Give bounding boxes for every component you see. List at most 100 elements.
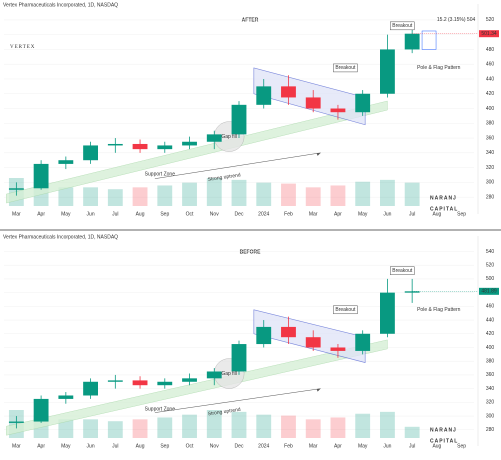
candle-body [8, 188, 24, 190]
y-tick-label: 400 [486, 345, 495, 351]
candle-body [231, 104, 247, 135]
y-tick-label: 520 [486, 17, 495, 23]
x-tick-label: May [61, 211, 71, 217]
watermark: NARANJ [430, 427, 457, 433]
x-tick-label: Sep [457, 211, 466, 217]
candle-body [132, 143, 148, 150]
annotation: Breakout [335, 307, 356, 313]
candle-body [33, 163, 49, 189]
candle-body [256, 326, 272, 345]
y-tick-label: 280 [486, 194, 495, 200]
y-tick-label: 380 [486, 121, 495, 127]
annotation: Strong uptrend [207, 172, 241, 183]
chart-header: Vertex Pharmaceuticals Incorporated, 1D,… [3, 234, 118, 240]
annotation-box [390, 266, 415, 275]
candle-body [231, 344, 247, 372]
candle-body [33, 398, 49, 422]
logo: VERTEX [10, 45, 35, 50]
volume-bar [256, 414, 272, 438]
x-tick-label: Sep [160, 443, 169, 449]
y-tick-label: 360 [486, 372, 495, 378]
x-tick-label: Apr [37, 211, 45, 217]
y-tick-label: 440 [486, 317, 495, 323]
volume-bar [256, 182, 272, 206]
x-tick-label: Jul [112, 211, 118, 217]
y-tick-label: 520 [486, 263, 495, 269]
support-zone [6, 100, 388, 204]
x-tick-label: Oct [186, 443, 194, 449]
x-tick-label: Apr [334, 211, 342, 217]
y-tick-label: 280 [486, 427, 495, 433]
candle-body [182, 141, 197, 146]
candle-body [380, 49, 395, 94]
volume-bar [182, 182, 197, 206]
volume-bar [206, 410, 222, 438]
x-tick-label: Apr [37, 443, 45, 449]
x-tick-label: Aug [136, 443, 145, 449]
uptrend-arrow [154, 388, 321, 413]
y-tick-label: 320 [486, 165, 495, 171]
volume-bar [231, 411, 247, 438]
x-tick-label: Apr [334, 443, 342, 449]
last-price-tag [479, 287, 499, 295]
y-tick-label: 340 [486, 150, 495, 156]
candle-body [58, 160, 74, 164]
candle-body [256, 86, 272, 105]
volume-bar [404, 426, 420, 438]
candle-body [132, 380, 148, 386]
candle-body [355, 93, 371, 113]
annotation: Gap fill [221, 371, 237, 377]
arrow-head [316, 152, 321, 156]
candle-body [157, 145, 173, 150]
volume-bar [330, 417, 346, 438]
x-tick-label: May [358, 211, 368, 217]
volume-bar [107, 189, 123, 206]
volume-bar [132, 187, 148, 206]
y-tick-label: 420 [486, 91, 495, 97]
x-tick-label: Sep [160, 211, 169, 217]
x-tick-label: Nov [210, 211, 219, 217]
y-tick-label: 420 [486, 331, 495, 337]
watermark: CAPITAL [430, 206, 458, 212]
x-tick-label: Aug [432, 443, 441, 449]
watermark: NARANJ [430, 195, 457, 201]
annotation: Breakout [392, 268, 413, 274]
x-tick-label: Mar [309, 443, 318, 449]
volume-bar [355, 181, 371, 206]
x-tick-label: Dec [235, 211, 244, 217]
annotation-box [333, 305, 358, 315]
watermark: CAPITAL [430, 438, 458, 444]
volume-bar [281, 415, 296, 438]
volume-bar [83, 187, 98, 206]
y-tick-label: 460 [486, 304, 495, 310]
candle-body [8, 421, 24, 423]
x-tick-label: Jun [87, 211, 95, 217]
x-tick-label: Aug [432, 211, 441, 217]
annotation: Pole & Flag Pattern [417, 65, 461, 71]
last-price-tag [479, 30, 499, 38]
x-tick-label: Nov [210, 443, 219, 449]
volume-bar [83, 419, 98, 438]
volume-bar [355, 413, 371, 438]
volume-bar [330, 185, 346, 206]
x-tick-label: May [358, 443, 368, 449]
x-tick-label: Aug [136, 211, 145, 217]
y-tick-label: 380 [486, 359, 495, 365]
x-tick-label: Jun [383, 211, 391, 217]
volume-bar [206, 178, 222, 206]
volume-bar [404, 182, 420, 206]
y-tick-label: 500 [486, 276, 495, 282]
y-tick-label: 540 [486, 249, 495, 255]
volume-bar [380, 411, 395, 438]
candle-body [330, 108, 346, 113]
panel-title: AFTER [242, 17, 259, 23]
candle-body [83, 145, 98, 161]
x-tick-label: Jun [87, 443, 95, 449]
candle-body [281, 86, 296, 98]
y-tick-label: 300 [486, 413, 495, 419]
candle-body [107, 380, 123, 382]
volume-bar [305, 419, 321, 438]
candle-body [281, 326, 296, 338]
last-price-label: 501.34 [481, 31, 497, 37]
